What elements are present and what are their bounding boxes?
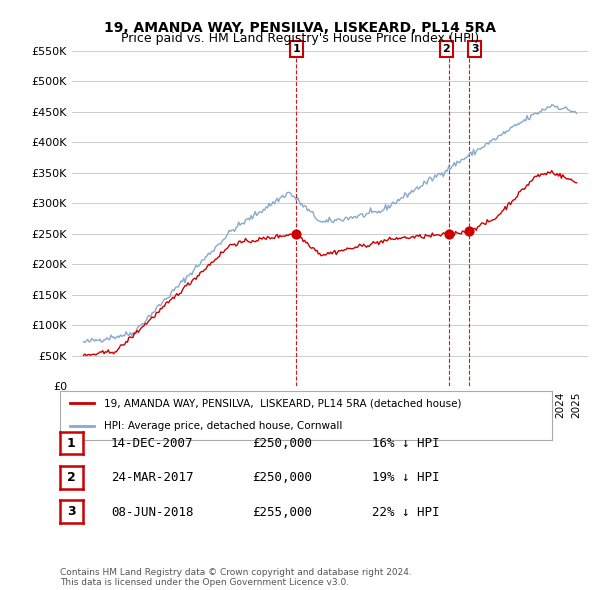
Text: 16% ↓ HPI: 16% ↓ HPI	[372, 437, 439, 450]
Text: £250,000: £250,000	[252, 471, 312, 484]
Point	[292, 229, 301, 238]
Text: 24-MAR-2017: 24-MAR-2017	[111, 471, 193, 484]
Text: 2: 2	[443, 44, 450, 54]
Text: Price paid vs. HM Land Registry's House Price Index (HPI): Price paid vs. HM Land Registry's House …	[121, 32, 479, 45]
Point	[444, 229, 454, 238]
Text: 2: 2	[67, 471, 76, 484]
Text: 3: 3	[471, 44, 479, 54]
Text: 19% ↓ HPI: 19% ↓ HPI	[372, 471, 439, 484]
Text: 1: 1	[67, 437, 76, 450]
Text: Contains HM Land Registry data © Crown copyright and database right 2024.: Contains HM Land Registry data © Crown c…	[60, 568, 412, 577]
Text: 08-JUN-2018: 08-JUN-2018	[111, 506, 193, 519]
Text: 19, AMANDA WAY, PENSILVA, LISKEARD, PL14 5RA: 19, AMANDA WAY, PENSILVA, LISKEARD, PL14…	[104, 21, 496, 35]
Text: 19, AMANDA WAY, PENSILVA,  LISKEARD, PL14 5RA (detached house): 19, AMANDA WAY, PENSILVA, LISKEARD, PL14…	[104, 398, 462, 408]
Text: HPI: Average price, detached house, Cornwall: HPI: Average price, detached house, Corn…	[104, 421, 343, 431]
Text: 14-DEC-2007: 14-DEC-2007	[111, 437, 193, 450]
Text: This data is licensed under the Open Government Licence v3.0.: This data is licensed under the Open Gov…	[60, 578, 349, 588]
Text: £255,000: £255,000	[252, 506, 312, 519]
Text: 22% ↓ HPI: 22% ↓ HPI	[372, 506, 439, 519]
Text: 1: 1	[293, 44, 301, 54]
Text: £250,000: £250,000	[252, 437, 312, 450]
Point	[464, 226, 474, 235]
Text: 3: 3	[67, 505, 76, 518]
